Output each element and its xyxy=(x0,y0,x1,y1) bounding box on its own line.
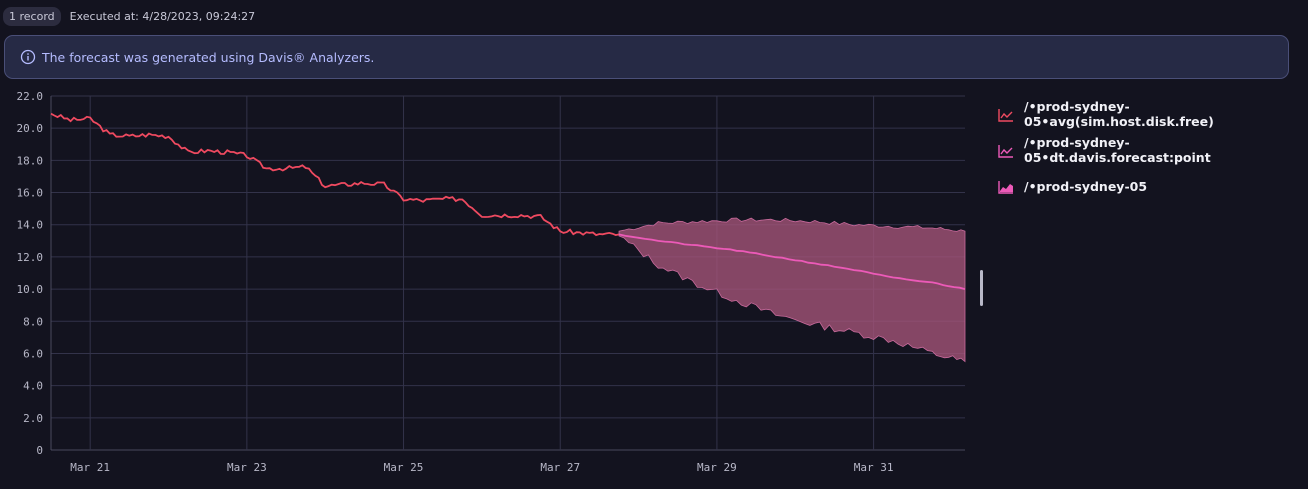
forecast-band-area xyxy=(618,217,966,363)
chart-legend: /•prod-sydney-05•avg(sim.host.disk.free)… xyxy=(998,99,1308,213)
x-tick-label: Mar 31 xyxy=(854,461,894,474)
legend-label: /•prod-sydney-05•dt.davis.forecast:point xyxy=(1024,135,1211,165)
y-tick-label: 22.0 xyxy=(17,90,44,103)
y-tick-label: 4.0 xyxy=(23,380,43,393)
y-tick-label: 0 xyxy=(36,444,43,457)
y-tick-label: 14.0 xyxy=(17,219,44,232)
legend-scrollbar[interactable] xyxy=(980,270,983,306)
line-chart-icon xyxy=(998,107,1014,122)
actual-series-line xyxy=(50,112,620,237)
y-tick-label: 10.0 xyxy=(17,283,44,296)
x-tick-label: Mar 23 xyxy=(227,461,267,474)
legend-item[interactable]: /•prod-sydney-05•avg(sim.host.disk.free) xyxy=(998,99,1308,129)
x-tick-label: Mar 21 xyxy=(70,461,110,474)
y-tick-label: 20.0 xyxy=(17,122,44,135)
y-tick-label: 16.0 xyxy=(17,187,44,200)
area-chart-icon xyxy=(998,179,1014,194)
forecast-info-banner: The forecast was generated using Davis® … xyxy=(4,35,1289,79)
x-tick-label: Mar 25 xyxy=(384,461,424,474)
result-header: 1 record Executed at: 4/28/2023, 09:24:2… xyxy=(0,0,255,32)
y-tick-label: 18.0 xyxy=(17,154,44,167)
y-tick-label: 6.0 xyxy=(23,347,43,360)
x-tick-label: Mar 29 xyxy=(697,461,737,474)
legend-label: /•prod-sydney-05 xyxy=(1024,178,1148,194)
forecast-point-line xyxy=(618,233,966,290)
legend-item[interactable]: /•prod-sydney-05•dt.davis.forecast:point xyxy=(998,135,1308,165)
y-tick-label: 8.0 xyxy=(23,315,43,328)
x-tick-label: Mar 27 xyxy=(540,461,580,474)
y-tick-label: 2.0 xyxy=(23,412,43,425)
y-tick-label: 12.0 xyxy=(17,251,44,264)
line-chart-icon xyxy=(998,143,1014,158)
info-icon xyxy=(20,49,36,65)
executed-timestamp: Executed at: 4/28/2023, 09:24:27 xyxy=(69,9,256,23)
disk-free-forecast-chart: 0 2.0 4.0 6.0 8.0 10.0 12.0 14.0 16.0 18.0 20.0 22.… xyxy=(17,90,966,474)
info-banner-text: The forecast was generated using Davis® … xyxy=(42,49,375,65)
record-count-badge: 1 record xyxy=(3,6,61,26)
legend-item[interactable]: /•prod-sydney-05 xyxy=(998,177,1308,195)
legend-label: /•prod-sydney-05•avg(sim.host.disk.free) xyxy=(1024,99,1214,129)
